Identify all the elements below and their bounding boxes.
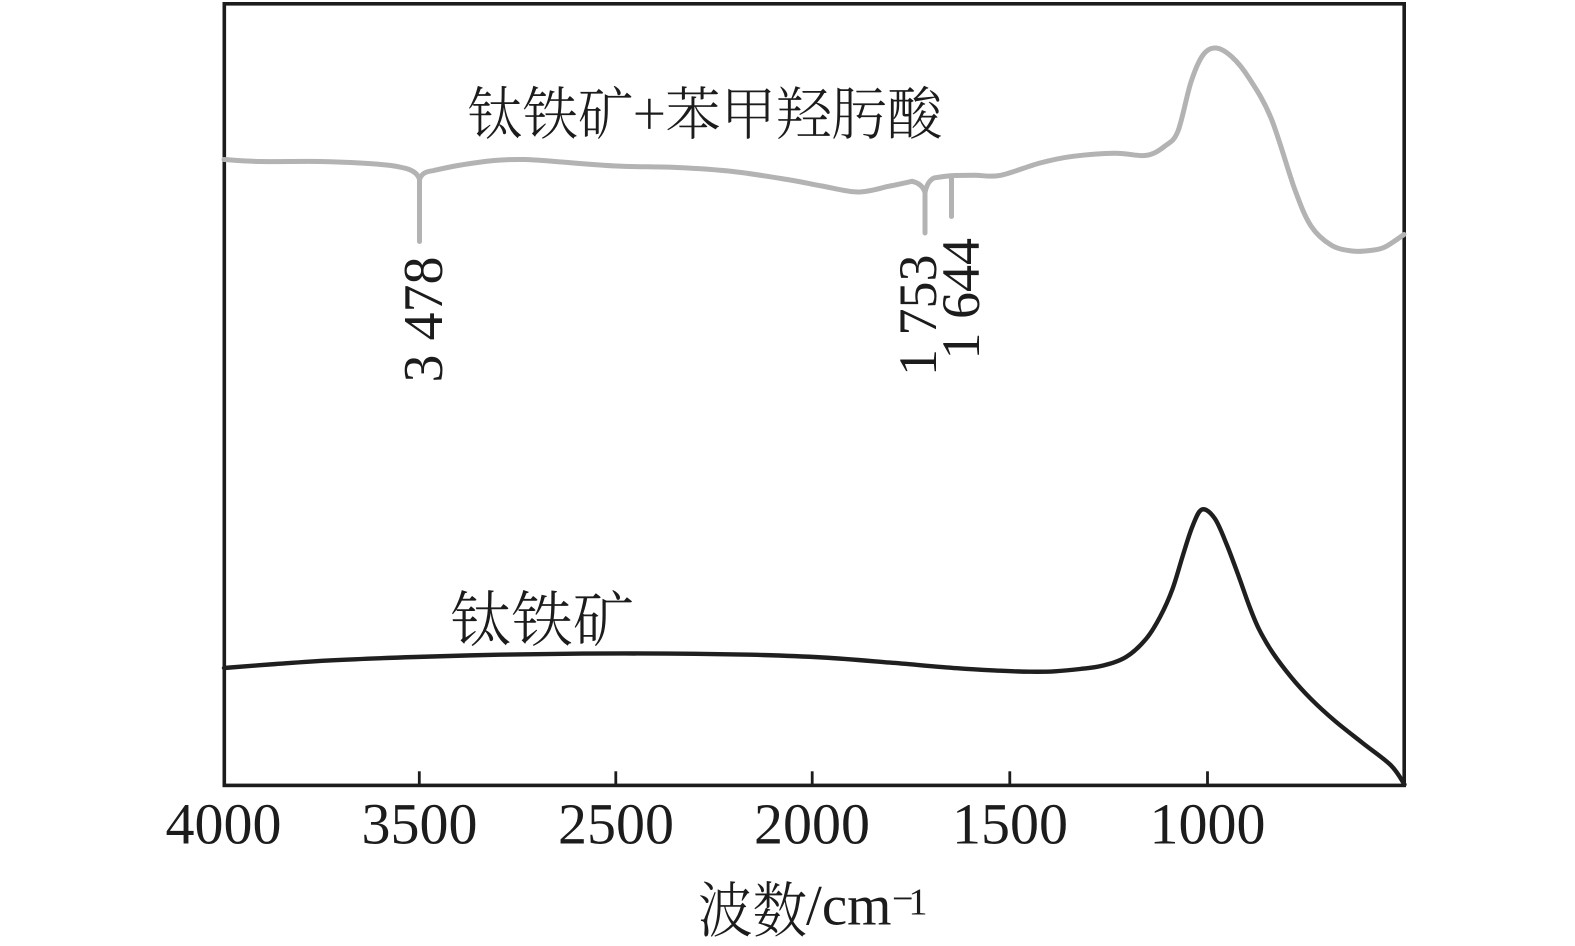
svg-text:2000: 2000 [754,792,870,857]
svg-text:3500: 3500 [362,792,478,857]
svg-text:1 753: 1 753 [888,255,948,377]
svg-text:/cm: /cm [806,875,891,938]
svg-text:1 644: 1 644 [931,238,991,360]
svg-text:−: − [892,878,913,920]
svg-text:1500: 1500 [952,792,1068,857]
svg-text:1: 1 [909,882,928,924]
svg-text:4000: 4000 [166,792,282,857]
svg-text:2500: 2500 [558,792,674,857]
svg-text:3 478: 3 478 [393,257,455,383]
svg-text:1000: 1000 [1150,792,1266,857]
